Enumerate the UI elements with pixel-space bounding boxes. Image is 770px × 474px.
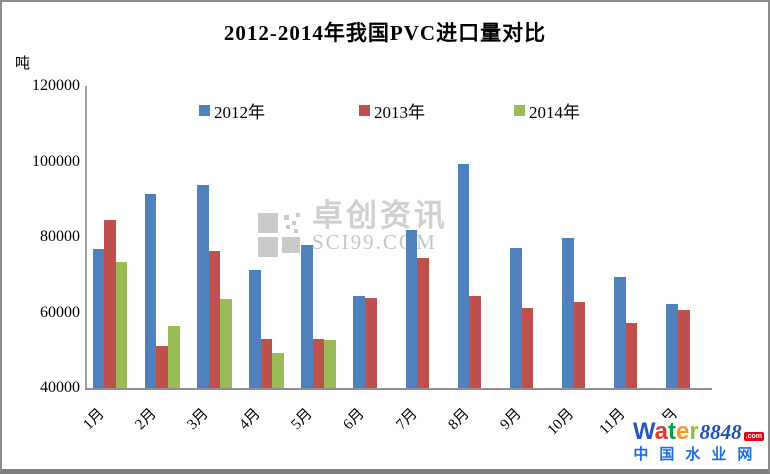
bar-2012年-5月 <box>301 245 313 388</box>
site-logo-letter: t <box>667 418 676 445</box>
site-logo-subtitle: 中国水业网 <box>633 446 764 463</box>
bar-2014年-5月 <box>324 340 337 388</box>
bar-2013年-2月 <box>156 346 168 388</box>
legend-item-2012: 2012年 <box>199 98 265 123</box>
site-logo-letter: a <box>654 418 668 445</box>
bar-2013年-5月 <box>312 338 325 388</box>
x-axis-label-6月: 6月 <box>340 405 369 434</box>
y-tick-label: 120000 <box>32 77 80 94</box>
watermark-name: 卓创资讯 <box>312 198 448 233</box>
site-logo-number: 8848 <box>699 420 742 444</box>
bar-2012年-4月 <box>249 269 261 388</box>
x-axis-label-8月: 8月 <box>445 405 473 434</box>
bar-2012年-3月 <box>196 184 209 388</box>
bar-2013年-7月 <box>417 257 429 388</box>
x-axis-label-1月: 1月 <box>80 405 108 434</box>
bar-2012年-1月 <box>92 249 105 388</box>
site-logo-wordmark: Water 8848 .com <box>633 420 764 445</box>
bar-2012年-11月 <box>614 277 626 388</box>
site-logo-letter: r <box>689 418 699 445</box>
bar-2012年-12月 <box>666 303 679 388</box>
bar-2013年-6月 <box>365 298 377 388</box>
bar-2013年-4月 <box>260 338 273 388</box>
watermark-site: SCI99.COM <box>312 230 437 254</box>
bar-2014年-3月 <box>220 299 232 388</box>
watermark: 卓创资讯 SCI99.COM <box>258 198 448 259</box>
bar-2013年-12月 <box>678 310 690 388</box>
bar-2012年-9月 <box>509 248 522 388</box>
legend-label-2013: 2013年 <box>374 103 425 122</box>
bar-2013年-9月 <box>521 307 534 388</box>
watermark-logo-icon <box>258 213 304 259</box>
legend-label-2014: 2014年 <box>529 103 580 122</box>
chart-title: 2012-2014年我国PVC进口量对比 <box>223 21 547 45</box>
x-axis-label-3月: 3月 <box>184 405 212 434</box>
site-logo-word: Water <box>632 418 699 445</box>
site-logo: Water 8848 .com 中国水业网 <box>626 418 767 463</box>
x-axis-label-5月: 5月 <box>288 405 316 434</box>
bar-2013年-3月 <box>208 250 221 388</box>
y-tick-label: 80000 <box>40 228 80 245</box>
bar-2012年-8月 <box>457 164 470 388</box>
legend-item-2014: 2014年 <box>514 98 580 123</box>
site-logo-letter: W <box>632 418 655 445</box>
bar-2012年-2月 <box>144 194 157 388</box>
y-axis-unit-label: 吨 <box>15 56 31 72</box>
x-axis-label-9月: 9月 <box>497 405 525 434</box>
legend-swatch-2014 <box>514 105 525 116</box>
bar-2014年-2月 <box>167 325 180 388</box>
y-tick-label: 60000 <box>40 303 80 321</box>
x-axis-label-2月: 2月 <box>132 405 160 434</box>
bar-2013年-1月 <box>104 220 116 388</box>
legend-swatch-2012 <box>199 105 210 116</box>
site-logo-letter: e <box>675 418 690 445</box>
bar-2013年-8月 <box>469 295 481 388</box>
bar-2014年-1月 <box>115 262 128 388</box>
x-axis-label-4月: 4月 <box>236 405 264 434</box>
bar-2013年-10月 <box>573 301 586 388</box>
x-axis-label-10月: 10月 <box>544 405 577 439</box>
x-axis-line <box>85 388 712 390</box>
bar-2012年-6月 <box>353 296 366 388</box>
y-tick-label: 100000 <box>32 152 80 170</box>
legend-label-2012: 2012年 <box>214 103 265 122</box>
x-axis-label-7月: 7月 <box>393 405 421 434</box>
bar-2013年-11月 <box>625 322 638 388</box>
y-axis-line <box>85 86 87 389</box>
site-logo-tld: .com <box>743 432 764 441</box>
x-axis-label-11月: 11月 <box>596 405 629 438</box>
bar-2014年-4月 <box>272 352 284 388</box>
bar-2012年-10月 <box>562 238 574 388</box>
legend-swatch-2013 <box>359 105 370 116</box>
legend-item-2013: 2013年 <box>359 98 425 123</box>
bar-2012年-7月 <box>405 230 418 388</box>
y-tick-label: 40000 <box>40 379 80 396</box>
